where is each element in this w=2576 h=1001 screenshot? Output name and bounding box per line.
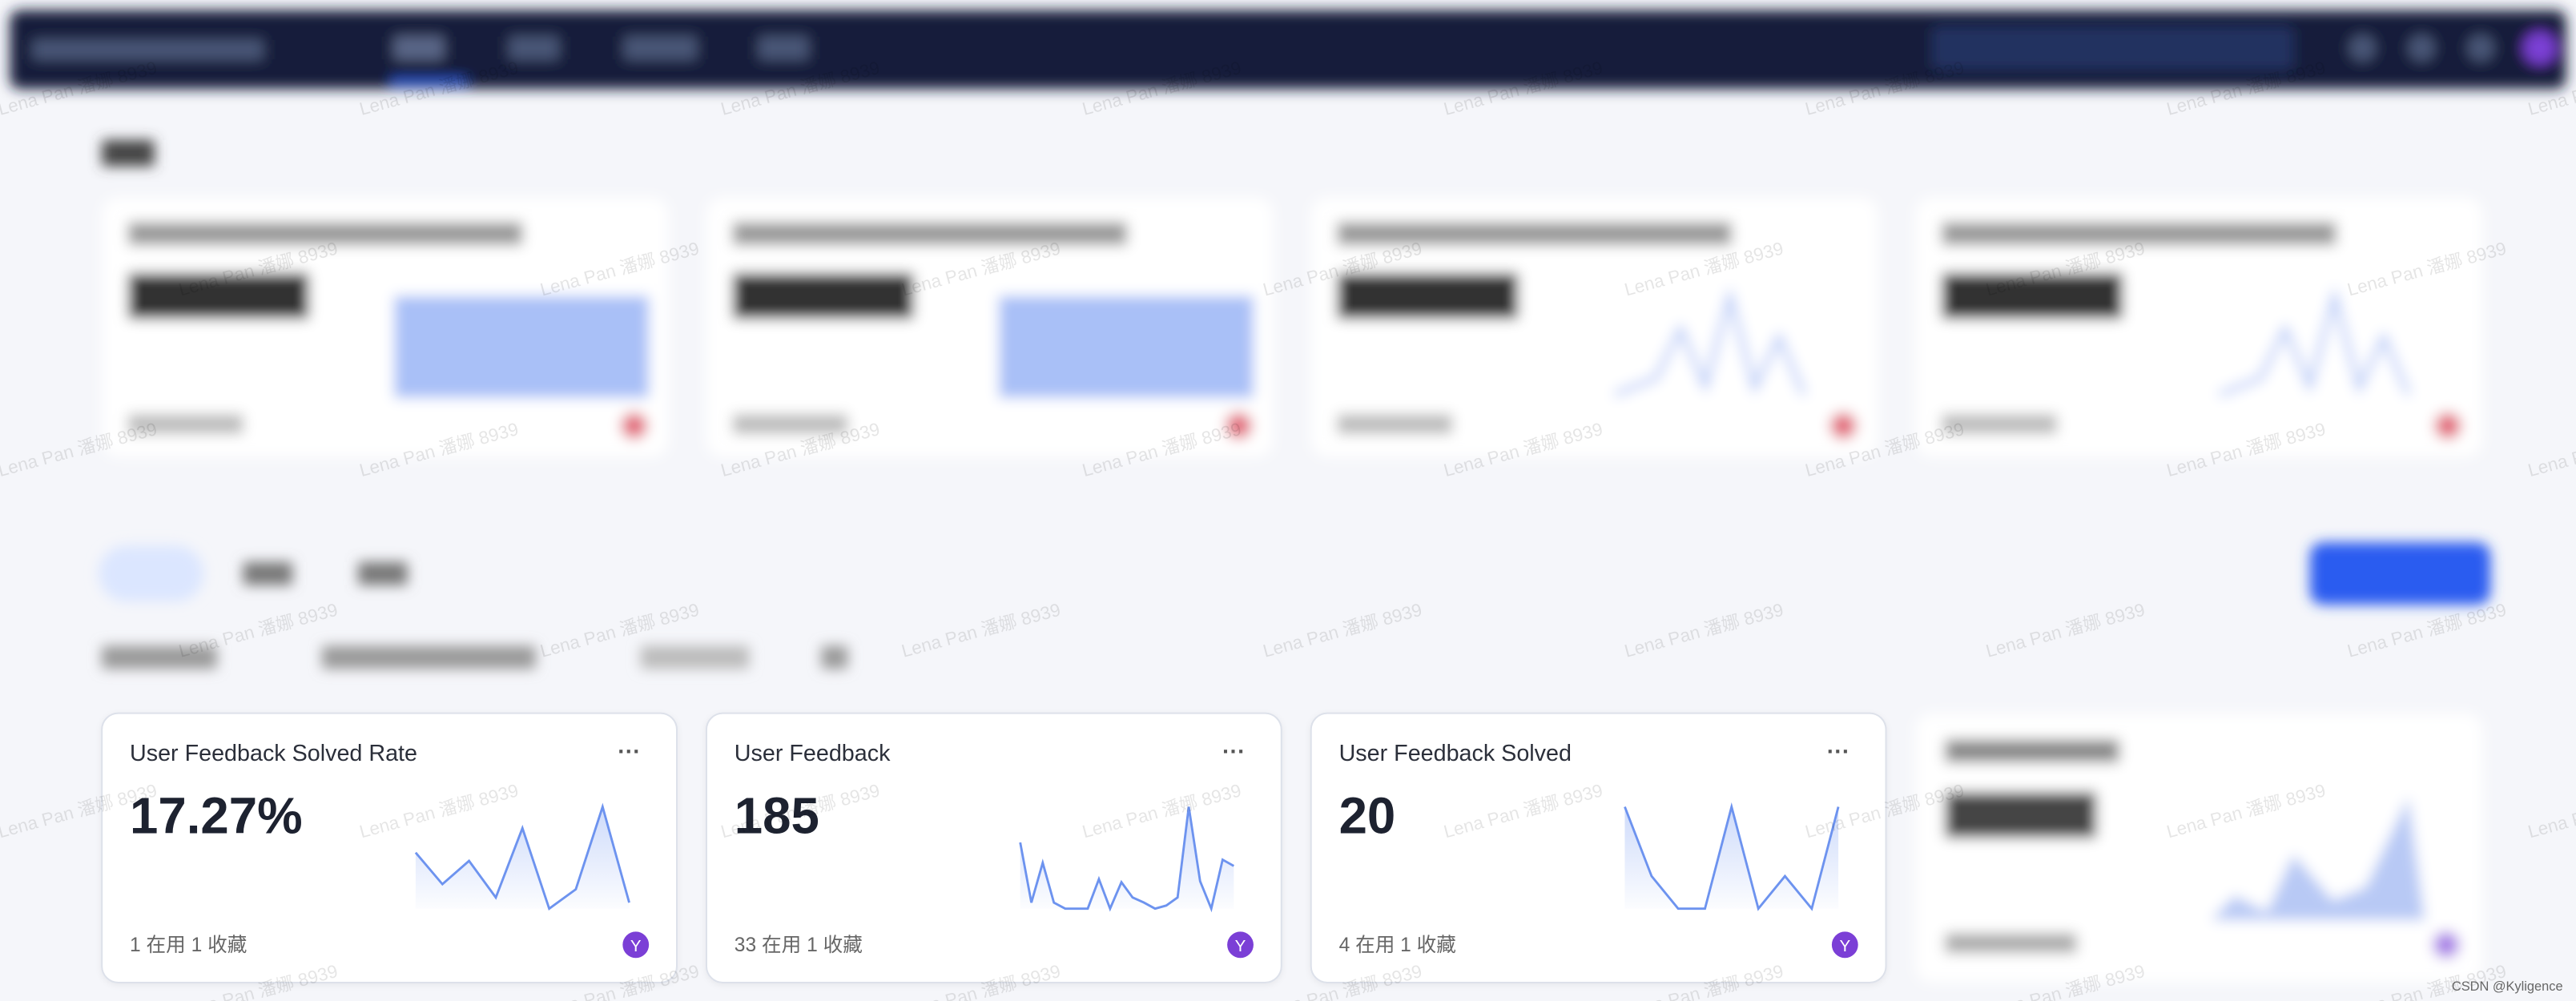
avatar: Y [1235, 937, 1246, 955]
primary-button[interactable] [2309, 542, 2491, 605]
user-avatar[interactable] [2523, 31, 2557, 65]
sparkline-area [1624, 806, 1839, 909]
card-footer [732, 414, 848, 434]
filter[interactable] [821, 645, 848, 669]
avatar: Y [1839, 937, 1850, 955]
nav-bar [10, 10, 2566, 90]
blurred-card [1915, 197, 2483, 457]
section-title [102, 139, 155, 167]
blurred-chart [2218, 286, 2411, 397]
filter-tab[interactable] [243, 561, 293, 585]
card-title [732, 222, 1127, 246]
avatar [2433, 931, 2460, 959]
card-title [1945, 739, 2119, 763]
filter-tab[interactable] [358, 561, 408, 585]
card-title: User Feedback Solved [1339, 741, 1572, 766]
card-footer [1942, 414, 2057, 434]
nav-tab[interactable] [624, 36, 697, 60]
nav-tab[interactable] [759, 36, 809, 60]
credit: CSDN @Kyligence [2452, 979, 2563, 994]
more-button[interactable]: ··· [1222, 739, 1246, 765]
card-footer: 33 在用 1 收藏 [735, 934, 863, 956]
card-badge [1226, 412, 1252, 440]
filter[interactable] [322, 645, 536, 669]
avatar-circle [1227, 931, 1254, 959]
card-badge [1829, 412, 1857, 440]
nav-underline [391, 78, 467, 85]
card-title [1337, 222, 1732, 246]
card-footer [1337, 414, 1453, 434]
icon[interactable] [2408, 34, 2435, 62]
blurred-chart [999, 295, 1254, 398]
more-button[interactable]: ··· [1827, 739, 1850, 765]
card-value: 17.27% [130, 787, 303, 844]
logo[interactable] [33, 39, 264, 60]
card-value [127, 272, 309, 320]
card-value: 185 [735, 787, 819, 844]
card-footer: 4 在用 1 收藏 [1339, 934, 1456, 956]
nav-tab[interactable] [509, 36, 559, 60]
avatar: Y [630, 937, 642, 955]
blurred-chart [2211, 797, 2425, 921]
metric-card[interactable] [101, 712, 678, 983]
avatar-circle [1831, 931, 1858, 959]
card-badge [2434, 412, 2461, 440]
card-value [1337, 272, 1519, 320]
card-badge [621, 412, 648, 440]
blurred-card [1310, 197, 1878, 457]
card-value [1942, 272, 2123, 320]
card-title: User Feedback [735, 741, 891, 766]
card-title: User Feedback Solved Rate [130, 741, 417, 766]
sparkline [1019, 806, 1235, 913]
card-value: 20 [1339, 787, 1396, 844]
card-footer [127, 414, 244, 434]
icon[interactable] [2349, 34, 2376, 62]
blurred-chart [394, 295, 650, 398]
card-footer [1945, 933, 2077, 954]
card-value [732, 272, 914, 320]
filter[interactable] [640, 645, 750, 669]
icon[interactable] [2467, 34, 2494, 62]
card-value [1945, 792, 2097, 838]
card-title [127, 222, 523, 246]
sparkline [414, 802, 630, 911]
more-button[interactable]: ··· [618, 739, 641, 765]
card-title [1942, 222, 2337, 246]
metric-card[interactable] [705, 712, 1282, 983]
avatar-circle [622, 931, 650, 959]
filter-tab[interactable] [99, 545, 204, 602]
card-footer: 1 在用 1 收藏 [130, 934, 247, 956]
blurred-area [10, 10, 2566, 983]
metric-card[interactable] [1310, 712, 1887, 983]
search-box[interactable] [1932, 26, 2294, 70]
nav-tab[interactable] [394, 36, 444, 60]
sparkline-area [415, 806, 630, 909]
sparkline [1624, 802, 1840, 911]
blurred-chart [1614, 286, 1806, 397]
filter[interactable] [102, 645, 217, 669]
